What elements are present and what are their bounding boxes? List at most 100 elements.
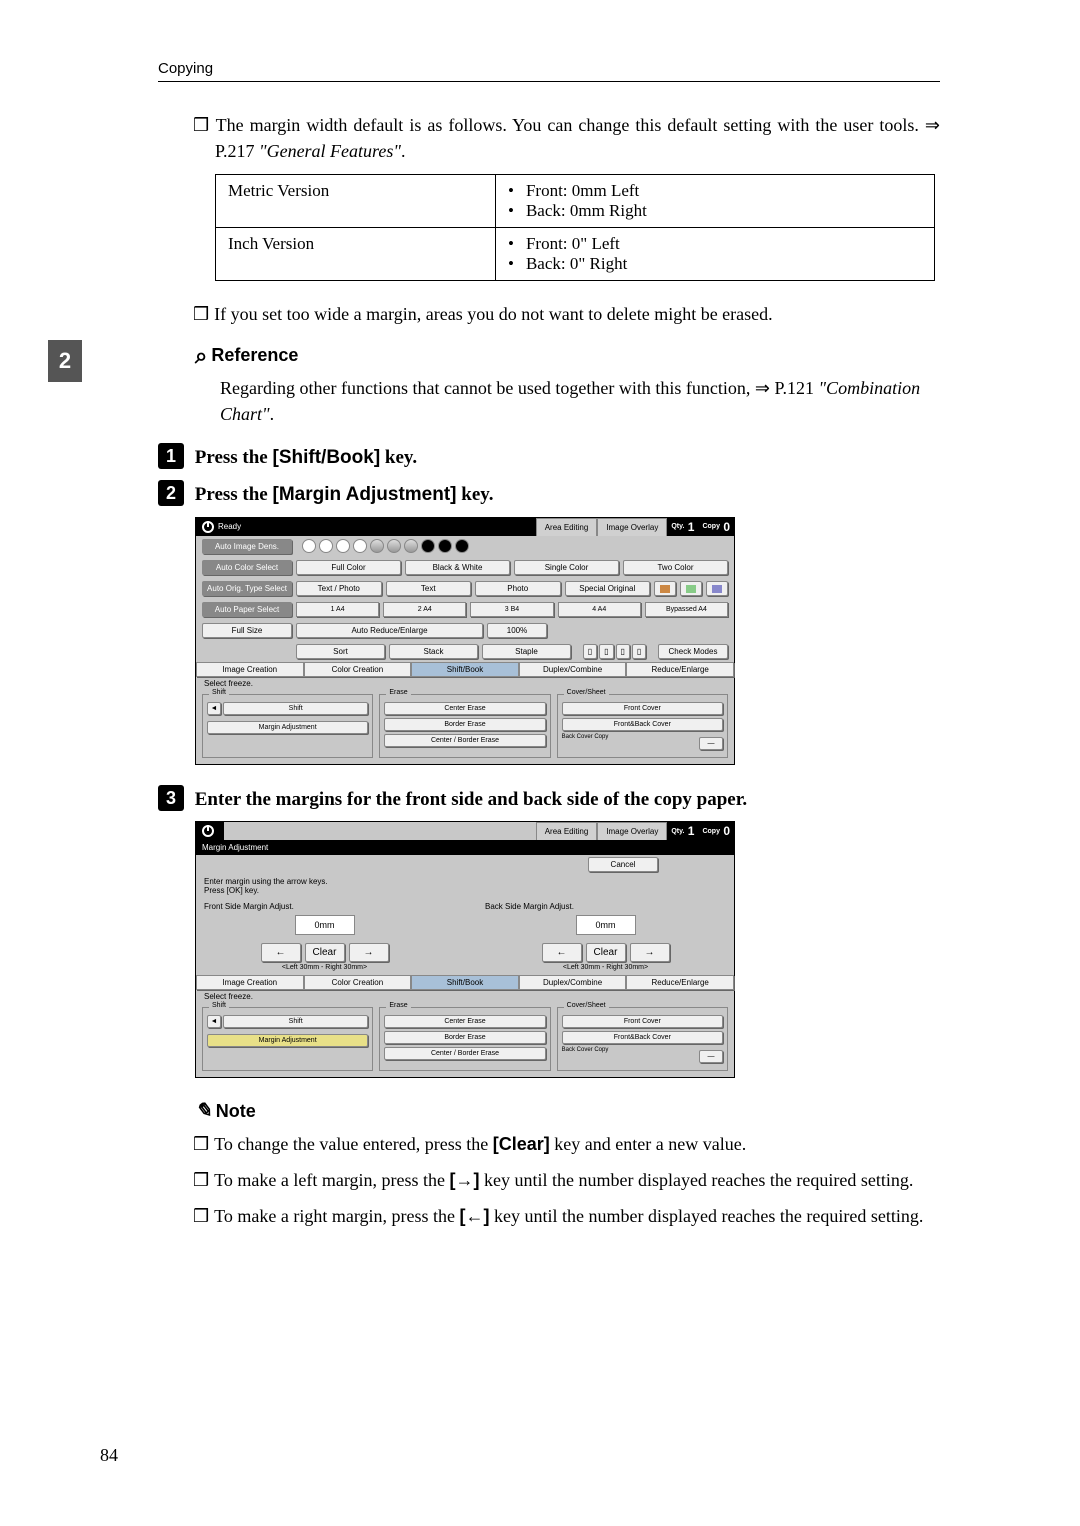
intro-text-d: .	[401, 141, 406, 161]
ss1-text[interactable]: Text	[386, 581, 472, 596]
step-2-num: 2	[158, 480, 184, 506]
chapter-tab: 2	[48, 340, 82, 382]
ss1-marginadj[interactable]: Margin Adjustment	[207, 721, 368, 734]
ss1-stack[interactable]: Stack	[389, 644, 478, 659]
ss1-100[interactable]: 100%	[487, 623, 547, 638]
ss1-col3[interactable]	[706, 581, 728, 596]
n3b: [←]	[460, 1206, 490, 1226]
step-2-key: [Margin Adjustment]	[273, 484, 457, 505]
ss1-tab-imagecreation[interactable]: Image Creation	[196, 662, 304, 677]
ss2-grp-shift: Shift ◄Shift Margin Adjustment	[202, 1007, 373, 1071]
ss1-p3[interactable]: 3 B4	[470, 602, 553, 617]
ss2-tab-imagecreation[interactable]: Image Creation	[196, 975, 304, 990]
ss1-fullsize[interactable]: Full Size	[202, 623, 292, 638]
n2a: To make a left margin, press the	[214, 1170, 449, 1190]
ss2-back-left[interactable]: ←	[542, 943, 582, 962]
ss2-frontcover[interactable]: Front Cover	[562, 1015, 723, 1028]
ss1-sort[interactable]: Sort	[296, 644, 385, 659]
ss1-p5[interactable]: Bypassed A4	[645, 602, 728, 617]
ss1-autocolor[interactable]: Auto Color Select	[202, 560, 292, 575]
ss2-shift[interactable]: Shift	[223, 1015, 368, 1028]
ss1-bw[interactable]: Black & White	[405, 560, 510, 575]
intro-text-c: "General Features"	[259, 141, 401, 161]
ss2-tab-duplex[interactable]: Duplex/Combine	[519, 975, 627, 990]
ss2-fbcover[interactable]: Front&Back Cover	[562, 1031, 723, 1044]
metric-back: Back: 0mm Right	[508, 201, 922, 221]
ss1-tab-overlay[interactable]: Image Overlay	[597, 518, 667, 536]
step-1-key: [Shift/Book]	[273, 447, 381, 468]
ss1-check[interactable]: Check Modes	[658, 644, 728, 659]
ss1-tab-duplex[interactable]: Duplex/Combine	[519, 662, 627, 677]
ref-arrow: ⇒	[925, 115, 940, 135]
n2b: [→]	[449, 1170, 479, 1190]
ss1-grp-shift: Shift ◄Shift Margin Adjustment	[202, 694, 373, 758]
ss1-fbcover[interactable]: Front&Back Cover	[562, 718, 723, 731]
note-3: ❒ To make a right margin, press the [←] …	[215, 1203, 940, 1229]
ss1-cbe[interactable]: Center / Border Erase	[384, 734, 545, 747]
reference-heading: ⌕Reference	[195, 343, 940, 369]
note-2: ❒ To make a left margin, press the [→] k…	[215, 1167, 940, 1193]
cell-metric: Metric Version	[216, 175, 496, 228]
ss2-tab-overlay[interactable]: Image Overlay	[597, 822, 667, 840]
ss1-two[interactable]: Two Color	[623, 560, 728, 575]
ss1-photo[interactable]: Photo	[475, 581, 561, 596]
section-header: Copying	[158, 60, 940, 77]
ss1-grp-cover: Cover/Sheet Front Cover Front&Back Cover…	[557, 694, 728, 758]
ss2-front-val: 0mm	[295, 915, 355, 935]
ss1-shift[interactable]: Shift	[223, 702, 368, 715]
ss1-col2[interactable]	[680, 581, 702, 596]
ss1-staple[interactable]: Staple	[482, 644, 571, 659]
ss2-back-col: Back Side Margin Adjust. 0mm ← Clear → <…	[485, 902, 726, 971]
ss1-autoorig[interactable]: Auto Orig. Type Select	[202, 581, 292, 596]
note-1: ❒ To change the value entered, press the…	[215, 1131, 940, 1157]
ss2-back-clear[interactable]: Clear	[586, 943, 626, 962]
warn-para: ❒ If you set too wide a margin, areas yo…	[215, 301, 940, 327]
ss1-selectfreeze: Select freeze.	[196, 677, 734, 690]
ss2-front-left[interactable]: ←	[261, 943, 301, 962]
ss1-centererase[interactable]: Center Erase	[384, 702, 545, 715]
ss1-tab-area[interactable]: Area Editing	[536, 518, 598, 536]
intro-text-b: P.217	[215, 141, 259, 161]
ss2-marginadj[interactable]: Margin Adjustment	[207, 1034, 368, 1047]
ss2-grp-erase: Erase Center Erase Border Erase Center /…	[379, 1007, 550, 1071]
ss2-tab-shiftbook[interactable]: Shift/Book	[411, 975, 519, 990]
ss1-special[interactable]: Special Original	[565, 581, 651, 596]
ss1-p1[interactable]: 1 A4	[296, 602, 379, 617]
ss2-bordererase[interactable]: Border Erase	[384, 1031, 545, 1044]
step-1-c: key.	[380, 447, 417, 468]
intro-para: ❒ The margin width default is as follows…	[215, 112, 940, 164]
inch-front: Front: 0" Left	[508, 234, 922, 254]
ss1-tab-shiftbook[interactable]: Shift/Book	[411, 662, 519, 677]
ss1-textphoto[interactable]: Text / Photo	[296, 581, 382, 596]
ss1-tab-reduce[interactable]: Reduce/Enlarge	[626, 662, 734, 677]
ss1-tab-colorcreation[interactable]: Color Creation	[304, 662, 412, 677]
ss2-tab-reduce[interactable]: Reduce/Enlarge	[626, 975, 734, 990]
ss2-front-right[interactable]: →	[349, 943, 389, 962]
ss2-cbe[interactable]: Center / Border Erase	[384, 1047, 545, 1060]
ss1-autore[interactable]: Auto Reduce/Enlarge	[296, 623, 483, 638]
ss1-single[interactable]: Single Color	[514, 560, 619, 575]
ss1-bordererase[interactable]: Border Erase	[384, 718, 545, 731]
ss2-centererase[interactable]: Center Erase	[384, 1015, 545, 1028]
ref-d: .	[270, 404, 275, 424]
ss2-pwr	[196, 822, 224, 840]
reference-icon: ⌕	[195, 343, 207, 368]
ss2-cancel[interactable]: Cancel	[588, 857, 658, 872]
step-2: 2 Press the [Margin Adjustment] key.	[158, 480, 940, 509]
ss1-p4[interactable]: 4 A4	[558, 602, 641, 617]
ss1-p2[interactable]: 2 A4	[383, 602, 466, 617]
ss2-tab-area[interactable]: Area Editing	[536, 822, 598, 840]
pencil-icon: ✎	[195, 1100, 212, 1122]
ss2-back-right[interactable]: →	[630, 943, 670, 962]
ss1-autoimagedens[interactable]: Auto Image Dens.	[202, 539, 292, 554]
margin-defaults-table: Metric Version Front: 0mm Left Back: 0mm…	[215, 174, 935, 281]
ss2-tab-colorcreation[interactable]: Color Creation	[304, 975, 412, 990]
warn-text: If you set too wide a margin, areas you …	[214, 304, 773, 324]
ss2-front-clear[interactable]: Clear	[305, 943, 345, 962]
ss1-frontcover[interactable]: Front Cover	[562, 702, 723, 715]
ss1-fullcolor[interactable]: Full Color	[296, 560, 401, 575]
n1a: To change the value entered, press the	[214, 1134, 493, 1154]
ss1-col1[interactable]	[654, 581, 676, 596]
ss2-copy: Copy 0	[698, 822, 734, 840]
ss1-autopaper[interactable]: Auto Paper Select	[202, 602, 292, 617]
